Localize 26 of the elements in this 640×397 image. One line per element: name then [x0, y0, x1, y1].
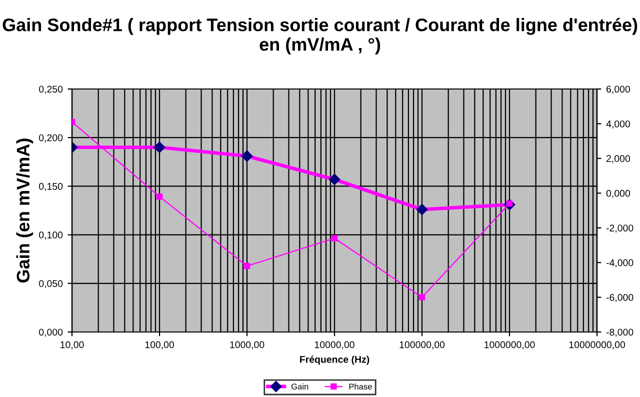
legend-label: Phase	[349, 383, 372, 390]
y-tick-label: 0,000	[39, 328, 63, 337]
y-tick-label: 0,150	[39, 182, 63, 191]
y2-tick-label: -8,000	[606, 328, 634, 337]
x-tick-label: 100,00	[145, 341, 174, 350]
x-tick-label: 100000,00	[400, 341, 445, 350]
y2-tick-label: 2,000	[606, 155, 630, 164]
y-tick-label: 0,250	[39, 86, 63, 94]
chart-title: Gain Sonde#1 ( rapport Tension sortie courant / Courant de ligne d'entrée) en (mV/mA , °)	[2, 18, 638, 54]
y2-tick-label: -6,000	[606, 294, 634, 302]
y-tick-label: 0,050	[39, 280, 63, 288]
y2-tick-label: -2,000	[606, 224, 634, 233]
x-tick-label: 10000000,00	[569, 341, 626, 350]
x-tick-label: 1000000,00	[484, 341, 535, 350]
y-tick-label: 0,100	[39, 232, 63, 240]
x-axis-title: Fréquence (Hz)	[300, 356, 370, 365]
y2-tick-label: 6,000	[606, 86, 630, 94]
y2-tick-label: -4,000	[606, 259, 634, 268]
legend-label: Gain	[291, 383, 308, 390]
y-axis-title: Gain (en mV/mA)	[16, 138, 34, 282]
x-tick-label: 1000,00	[230, 341, 264, 350]
y2-tick-label: 4,000	[606, 120, 630, 128]
y-tick-label: 0,200	[39, 134, 63, 142]
y2-tick-label: 0,000	[606, 190, 630, 198]
x-tick-label: 10000,00	[314, 341, 354, 350]
x-tick-label: 10,00	[60, 341, 84, 350]
